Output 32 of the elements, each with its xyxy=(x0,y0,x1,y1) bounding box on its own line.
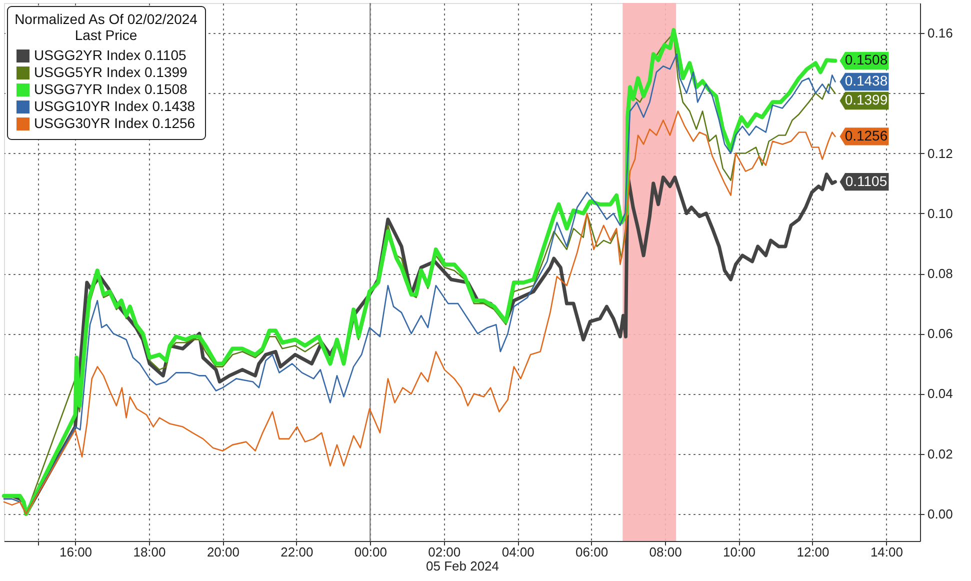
data-label: 0.1256 xyxy=(844,127,888,144)
legend-label: USGG2YR Index 0.1105 xyxy=(34,47,186,63)
x-axis-title: 05 Feb 2024 xyxy=(426,558,500,574)
data-label: 0.1399 xyxy=(844,92,888,108)
x-tick-label: 06:00 xyxy=(576,544,608,560)
x-tick-label: 08:00 xyxy=(649,544,682,560)
y-tick-label: 0.10 xyxy=(928,206,953,221)
x-tick-label: 20:00 xyxy=(206,544,240,560)
data-label: 0.1438 xyxy=(844,72,888,89)
x-tick-label: 00:00 xyxy=(354,544,387,560)
legend-label: USGG30YR Index 0.1256 xyxy=(34,115,196,131)
data-label: 0.1508 xyxy=(844,52,888,68)
x-tick-label: 14:00 xyxy=(870,544,903,560)
y-tick-label: 0.06 xyxy=(928,326,953,342)
y-tick-label: 0.16 xyxy=(928,26,953,41)
x-tick-label: 04:00 xyxy=(502,544,534,560)
y-tick-label: 0.12 xyxy=(928,146,953,161)
data-label: 0.1105 xyxy=(845,172,888,189)
legend-label: USGG10YR Index 0.1438 xyxy=(34,98,196,114)
y-tick-label: 0.00 xyxy=(928,506,953,522)
legend-label: USGG7YR Index 0.1508 xyxy=(34,81,188,97)
x-tick-label: 16:00 xyxy=(59,544,92,560)
y-tick-label: 0.04 xyxy=(928,386,953,402)
legend-title: Normalized As Of 02/02/2024 Last Price xyxy=(14,11,198,43)
legend-label: USGG5YR Index 0.1399 xyxy=(34,64,188,80)
x-tick-label: 18:00 xyxy=(133,544,166,560)
x-tick-label: 12:00 xyxy=(796,544,830,560)
x-tick-label: 22:00 xyxy=(280,544,314,560)
x-tick-label: 10:00 xyxy=(722,544,756,560)
x-tick-label: 02:00 xyxy=(428,544,461,560)
y-tick-label: 0.02 xyxy=(928,446,953,462)
y-tick-label: 0.08 xyxy=(928,266,953,282)
